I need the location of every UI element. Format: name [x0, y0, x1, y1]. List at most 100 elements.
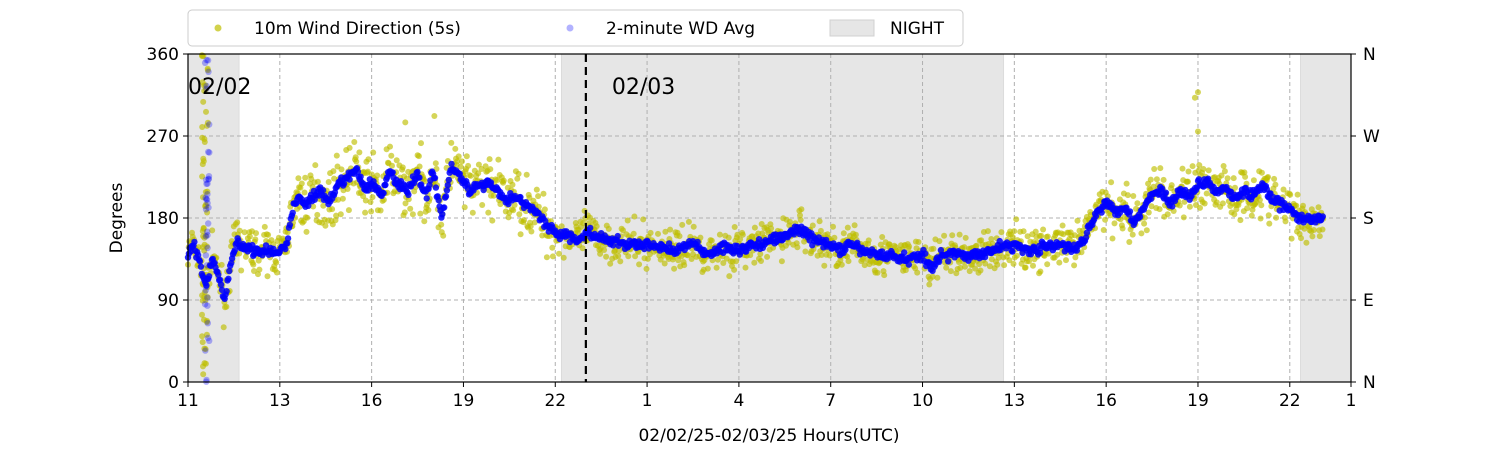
- wd-5s-point: [1218, 172, 1225, 179]
- wd-5s-point: [330, 168, 337, 175]
- wd-avg-point: [235, 237, 242, 244]
- wd-5s-point: [632, 253, 639, 260]
- wd-5s-point: [1180, 214, 1187, 221]
- wd-5s-point: [915, 239, 922, 245]
- wd-5s-point: [643, 265, 650, 272]
- wd-5s-point: [716, 231, 723, 238]
- wd-5s-point: [1102, 216, 1109, 223]
- wd-5s-point: [463, 153, 470, 160]
- wd-5s-point: [482, 163, 489, 170]
- wd-5s-point: [731, 224, 738, 230]
- wd-5s-point: [543, 254, 550, 261]
- wd-5s-point: [515, 170, 522, 177]
- wd-avg-point: [205, 175, 212, 182]
- wd-5s-point: [199, 311, 205, 318]
- wd-5s-point: [415, 153, 422, 160]
- wd-avg-point: [1126, 208, 1134, 215]
- wd-5s-point: [448, 139, 455, 146]
- wd-avg-point: [1319, 213, 1327, 220]
- wd-avg-point: [414, 168, 421, 176]
- wd-5s-point: [461, 204, 468, 211]
- wd-5s-point: [726, 273, 733, 280]
- wd-avg-point: [423, 195, 430, 202]
- wd-5s-point: [708, 237, 715, 244]
- wd-5s-point: [1271, 175, 1278, 182]
- wd-5s-point: [798, 206, 805, 213]
- wd-5s-point: [517, 231, 524, 238]
- wd-5s-point: [351, 139, 358, 145]
- wd-5s-point: [253, 230, 259, 237]
- wd-avg-point: [226, 267, 233, 275]
- wd-5s-point: [331, 175, 338, 182]
- wd-5s-point: [200, 363, 206, 370]
- wd-avg-point: [380, 189, 387, 197]
- wd-5s-point: [199, 333, 206, 340]
- wd-5s-point: [1185, 168, 1192, 175]
- wd-5s-point: [817, 227, 824, 234]
- wd-5s-point: [961, 244, 968, 251]
- wd-5s-point: [1123, 180, 1130, 187]
- wd-5s-point: [1230, 175, 1237, 182]
- wd-avg-point: [439, 211, 446, 218]
- wd-5s-point: [521, 217, 527, 224]
- wd-5s-point: [346, 144, 353, 151]
- wd-5s-point: [495, 156, 502, 163]
- wd-5s-point: [840, 230, 847, 237]
- wd-5s-point: [325, 179, 332, 185]
- legend-night-patch: [829, 19, 875, 37]
- y-tick-label: 360: [147, 45, 179, 65]
- wd-5s-point: [671, 265, 678, 272]
- wd-5s-point: [998, 229, 1005, 236]
- wd-5s-point: [929, 273, 936, 280]
- wd-5s-point: [1201, 200, 1208, 207]
- wd-5s-point: [984, 228, 991, 235]
- wd-5s-point: [1038, 232, 1045, 239]
- wd-avg-point: [205, 176, 212, 183]
- wd-5s-point: [947, 268, 954, 275]
- wd-avg-point: [215, 271, 222, 278]
- wd-5s-point: [202, 201, 209, 208]
- wd-5s-point: [209, 227, 216, 234]
- wd-avg-point: [357, 173, 364, 180]
- wd-avg-point: [694, 238, 701, 246]
- wd-5s-point: [949, 232, 956, 239]
- wd-5s-point: [455, 153, 462, 160]
- wd-5s-point: [304, 214, 311, 221]
- wd-5s-point: [797, 212, 803, 219]
- wd-avg-point: [205, 220, 212, 227]
- wd-5s-point: [720, 260, 727, 266]
- wd-avg-point: [1036, 249, 1044, 257]
- wd-5s-point: [1176, 202, 1183, 209]
- wd-5s-point: [1242, 173, 1249, 180]
- wd-5s-point: [1184, 178, 1191, 185]
- x-tick-label: 22: [544, 391, 566, 411]
- wd-5s-point: [982, 260, 989, 267]
- wd-5s-point: [865, 237, 872, 244]
- wd-5s-point: [1151, 166, 1158, 172]
- wd-5s-point: [200, 98, 207, 105]
- wd-avg-point: [284, 240, 291, 247]
- x-tick-label: 22: [1279, 391, 1301, 411]
- wd-5s-point: [421, 218, 428, 225]
- wd-5s-point: [962, 234, 969, 241]
- wd-5s-point: [778, 258, 785, 265]
- wd-5s-point: [605, 225, 612, 232]
- wd-5s-point: [370, 149, 377, 156]
- wd-avg-point: [1082, 234, 1090, 241]
- wd-5s-point: [1272, 181, 1279, 188]
- wd-5s-point: [511, 202, 518, 208]
- wd-avg-point: [416, 174, 423, 181]
- wd-avg-point: [905, 261, 912, 268]
- wd-5s-point: [977, 267, 984, 274]
- wd-5s-point: [1107, 212, 1114, 219]
- wd-avg-point: [203, 85, 210, 92]
- day-labels: 02/02 02/03: [188, 75, 675, 100]
- wd-5s-point: [200, 225, 207, 232]
- wd-avg-point: [197, 263, 205, 270]
- wd-5s-point: [489, 217, 496, 224]
- wd-5s-point: [201, 136, 208, 142]
- wd-5s-point: [201, 234, 208, 241]
- wd-5s-point: [1244, 205, 1251, 212]
- wd-5s-point: [1303, 239, 1310, 246]
- wd-5s-point: [849, 248, 856, 255]
